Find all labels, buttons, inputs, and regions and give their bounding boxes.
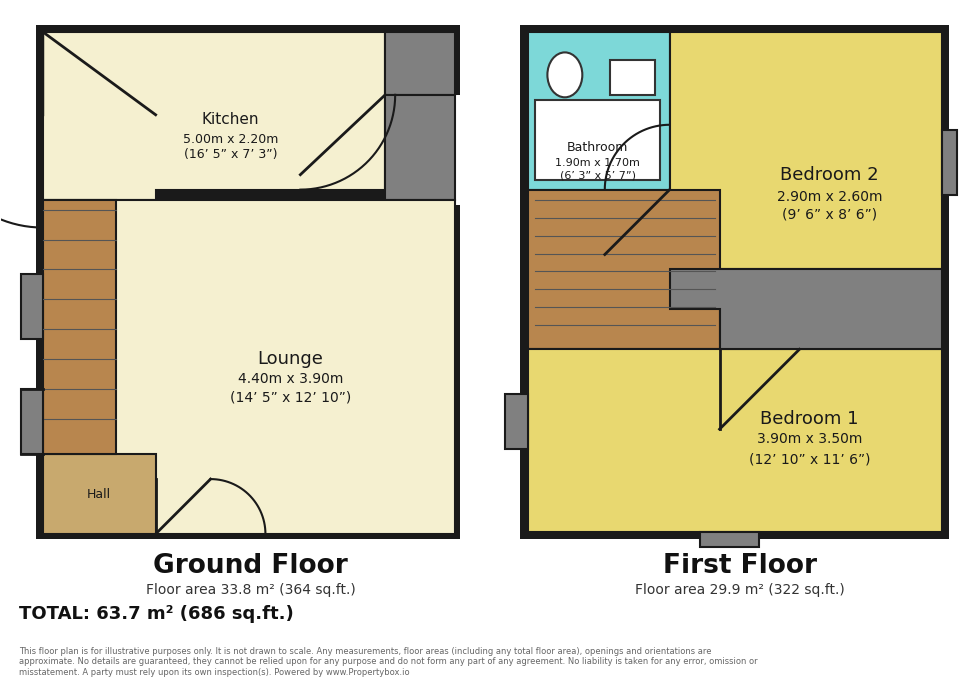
Text: (6’ 3” x 5’ 7”): (6’ 3” x 5’ 7”) <box>560 171 636 181</box>
Polygon shape <box>528 32 669 190</box>
Text: Hall: Hall <box>86 488 111 501</box>
Text: (12’ 10” x 11’ 6”): (12’ 10” x 11’ 6”) <box>749 452 870 466</box>
Polygon shape <box>36 25 460 539</box>
Polygon shape <box>669 269 942 349</box>
Text: This floor plan is for illustrative purposes only. It is not drawn to scale. Any: This floor plan is for illustrative purp… <box>19 647 758 677</box>
Polygon shape <box>505 395 528 449</box>
Polygon shape <box>700 532 760 547</box>
Text: Kitchen: Kitchen <box>202 112 260 127</box>
Polygon shape <box>21 275 43 339</box>
Text: box: box <box>605 276 874 403</box>
Polygon shape <box>528 349 942 532</box>
Text: 2.90m x 2.60m: 2.90m x 2.60m <box>776 190 882 203</box>
Polygon shape <box>520 25 949 539</box>
Polygon shape <box>21 389 43 454</box>
Polygon shape <box>43 199 455 534</box>
Text: Bathroom: Bathroom <box>567 141 628 154</box>
Polygon shape <box>385 32 455 95</box>
Text: TOTAL: 63.7 m² (686 sq.ft.): TOTAL: 63.7 m² (686 sq.ft.) <box>19 605 294 623</box>
Text: 1.90m x 1.70m: 1.90m x 1.70m <box>556 158 640 168</box>
Polygon shape <box>528 190 719 349</box>
Bar <box>610 60 655 95</box>
Text: (14’ 5” x 12’ 10”): (14’ 5” x 12’ 10”) <box>229 390 351 404</box>
Text: Floor area 29.9 m² (322 sq.ft.): Floor area 29.9 m² (322 sq.ft.) <box>635 583 845 597</box>
Polygon shape <box>669 32 942 269</box>
Polygon shape <box>43 32 385 199</box>
Ellipse shape <box>548 52 582 97</box>
Text: Floor area 33.8 m² (364 sq.ft.): Floor area 33.8 m² (364 sq.ft.) <box>146 583 356 597</box>
Text: (9’ 6” x 8’ 6”): (9’ 6” x 8’ 6”) <box>782 208 877 221</box>
Text: Bedroom 2: Bedroom 2 <box>780 166 879 184</box>
Text: Bedroom 1: Bedroom 1 <box>760 410 858 428</box>
Polygon shape <box>43 454 156 534</box>
Polygon shape <box>385 95 455 199</box>
Polygon shape <box>942 129 957 195</box>
Text: 4.40m x 3.90m: 4.40m x 3.90m <box>238 372 343 386</box>
Text: First Floor: First Floor <box>662 553 816 579</box>
Text: Ground Floor: Ground Floor <box>153 553 348 579</box>
Text: 3.90m x 3.50m: 3.90m x 3.50m <box>757 432 862 446</box>
Text: (16’ 5” x 7’ 3”): (16’ 5” x 7’ 3”) <box>183 148 277 161</box>
Text: box: box <box>111 276 380 403</box>
Bar <box>535 100 660 179</box>
Polygon shape <box>43 199 116 454</box>
Text: Lounge: Lounge <box>258 350 323 369</box>
Text: 5.00m x 2.20m: 5.00m x 2.20m <box>183 133 278 146</box>
